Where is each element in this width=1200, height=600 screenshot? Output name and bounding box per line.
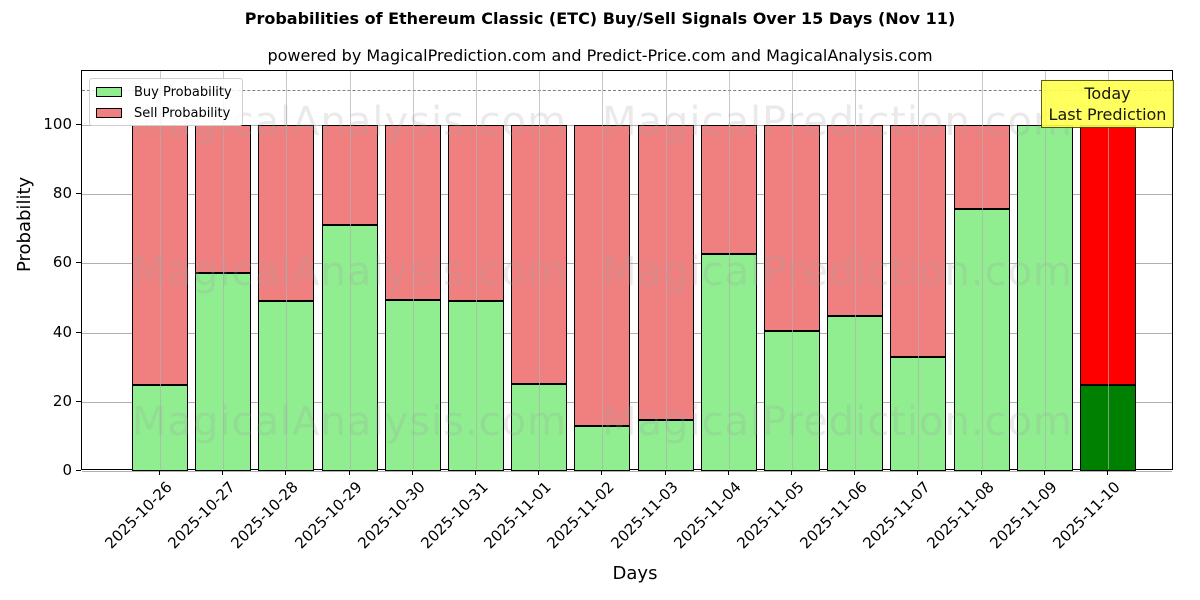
x-tick [791, 470, 792, 475]
today-annotation: Today Last Prediction [1041, 80, 1174, 128]
y-tick-label: 100 [43, 115, 72, 133]
x-tick [159, 470, 160, 475]
gridline-vertical [665, 71, 667, 469]
gridline-vertical [855, 71, 857, 469]
gridline-vertical [981, 71, 983, 469]
chart-subtitle: powered by MagicalPrediction.com and Pre… [267, 46, 933, 65]
annotation-line-2: Last Prediction [1048, 105, 1167, 124]
legend-item-buy: Buy Probability [96, 83, 232, 101]
x-axis-label: Days [612, 563, 658, 584]
x-tick [854, 470, 856, 475]
gridline-vertical [160, 71, 161, 469]
x-tick [411, 470, 413, 475]
y-tick [76, 124, 81, 125]
reference-line [82, 90, 1172, 92]
gridline-vertical [349, 71, 351, 469]
gridline-vertical [1108, 71, 1109, 469]
gridline-vertical [539, 71, 541, 469]
annotation-line-1: Today [1084, 84, 1131, 103]
sell-swatch-icon [96, 108, 122, 118]
x-tick [1107, 470, 1108, 475]
gridline-vertical [918, 71, 920, 469]
x-tick [980, 470, 982, 475]
y-tick [76, 400, 81, 402]
gridline-horizontal [82, 471, 1172, 472]
gridline-vertical [223, 71, 225, 469]
gridline-vertical [476, 71, 477, 469]
y-tick-label: 60 [52, 253, 72, 272]
x-tick [538, 470, 540, 475]
y-tick-label: 40 [52, 322, 72, 341]
x-tick [601, 470, 603, 475]
y-tick [76, 331, 81, 333]
y-tick [76, 262, 81, 264]
gridline-vertical [602, 71, 604, 469]
y-tick [76, 470, 81, 471]
x-tick [348, 470, 350, 475]
chart-title: Probabilities of Ethereum Classic (ETC) … [244, 9, 956, 28]
plot-area: MagicalAnalysis.com MagicalPrediction.com… [81, 70, 1174, 472]
gridline-vertical [412, 71, 414, 469]
gridline-vertical [1044, 71, 1046, 469]
x-tick [664, 470, 666, 475]
gridline-vertical [728, 71, 730, 469]
x-tick [285, 470, 287, 475]
buy-swatch-icon [96, 87, 122, 97]
x-tick [475, 470, 476, 475]
legend: Buy Probability Sell Probability [89, 78, 243, 126]
x-tick [1043, 470, 1045, 475]
y-tick-label: 20 [52, 391, 72, 410]
legend-item-sell: Sell Probability [96, 104, 230, 122]
y-tick-label: 80 [52, 184, 72, 203]
x-tick [917, 470, 919, 475]
gridline-vertical [286, 71, 288, 469]
gridline-vertical [792, 71, 793, 469]
x-tick [222, 470, 224, 475]
y-tick [76, 193, 81, 195]
legend-label-sell: Sell Probability [134, 105, 231, 121]
y-tick-label: 0 [62, 461, 72, 479]
legend-label-buy: Buy Probability [134, 84, 232, 100]
x-tick [727, 470, 729, 475]
